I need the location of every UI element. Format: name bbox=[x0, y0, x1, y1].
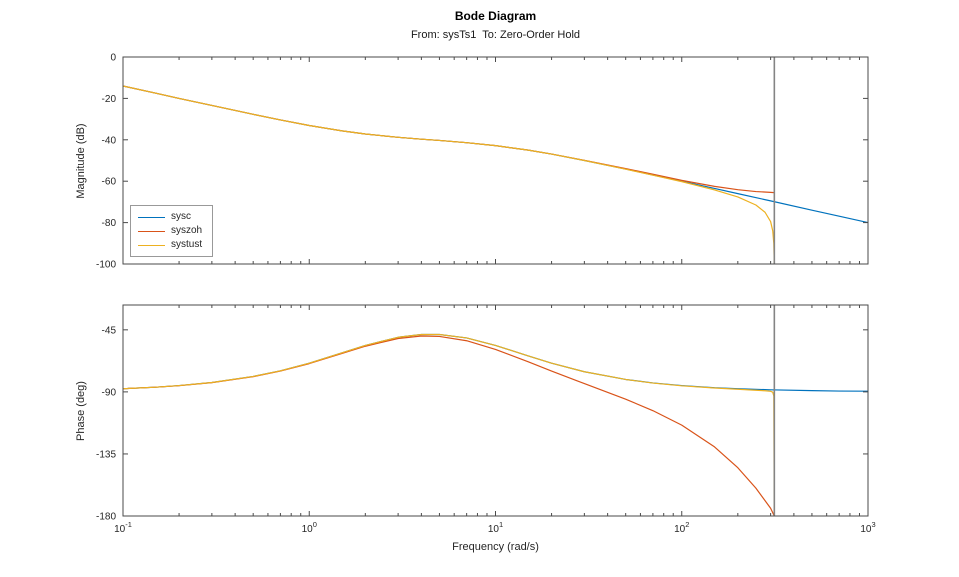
series-group bbox=[123, 85, 868, 264]
y-tick-label: -60 bbox=[102, 177, 117, 188]
series-line-systust bbox=[123, 333, 775, 516]
y-tick-label: -40 bbox=[102, 135, 117, 146]
legend-line-swatch bbox=[138, 216, 165, 218]
plot-background bbox=[123, 305, 868, 516]
magnitude-plot-axes: 0 -20 -40 -60 -80 -100 bbox=[96, 53, 869, 271]
legend-entry-label: sysc bbox=[171, 211, 191, 222]
frequency-axis-label: Frequency (rad/s) bbox=[452, 541, 539, 553]
x-tick-label: 10-1 bbox=[114, 520, 132, 535]
y-tick-label: -80 bbox=[102, 218, 117, 229]
phase-axis-label: Phase (deg) bbox=[75, 381, 87, 441]
series-group bbox=[123, 333, 868, 516]
y-tick-label: -45 bbox=[102, 325, 117, 336]
chart-subtitle: From: sysTs1 To: Zero-Order Hold bbox=[410, 29, 581, 41]
plot-background bbox=[123, 57, 868, 264]
y-tick-label: -100 bbox=[96, 260, 116, 271]
legend-box[interactable]: sysc syszoh systust bbox=[130, 205, 214, 257]
x-tick-label: 101 bbox=[488, 520, 503, 535]
x-tick-label: 103 bbox=[860, 520, 875, 535]
series-line-systust bbox=[123, 85, 775, 264]
y-tick-label: -20 bbox=[102, 94, 117, 105]
y-tick-label: 0 bbox=[110, 53, 116, 64]
chart-title: Bode Diagram bbox=[454, 9, 537, 23]
x-tick-label: 102 bbox=[674, 520, 689, 535]
x-tick-label: 100 bbox=[302, 520, 317, 535]
legend-entry-label: systust bbox=[171, 239, 203, 250]
y-tick-label: -135 bbox=[96, 449, 116, 460]
legend-entry[interactable]: syszoh bbox=[138, 224, 202, 238]
magnitude-axis-label: Magnitude (dB) bbox=[75, 123, 87, 199]
legend-line-swatch bbox=[138, 230, 165, 232]
legend-entry[interactable]: systust bbox=[138, 238, 202, 252]
y-tick-label: -90 bbox=[102, 387, 117, 398]
legend-line-swatch bbox=[138, 244, 165, 246]
legend-entry[interactable]: sysc bbox=[138, 210, 202, 224]
y-tick-label: -180 bbox=[96, 512, 116, 523]
legend-entry-label: syszoh bbox=[171, 225, 203, 236]
